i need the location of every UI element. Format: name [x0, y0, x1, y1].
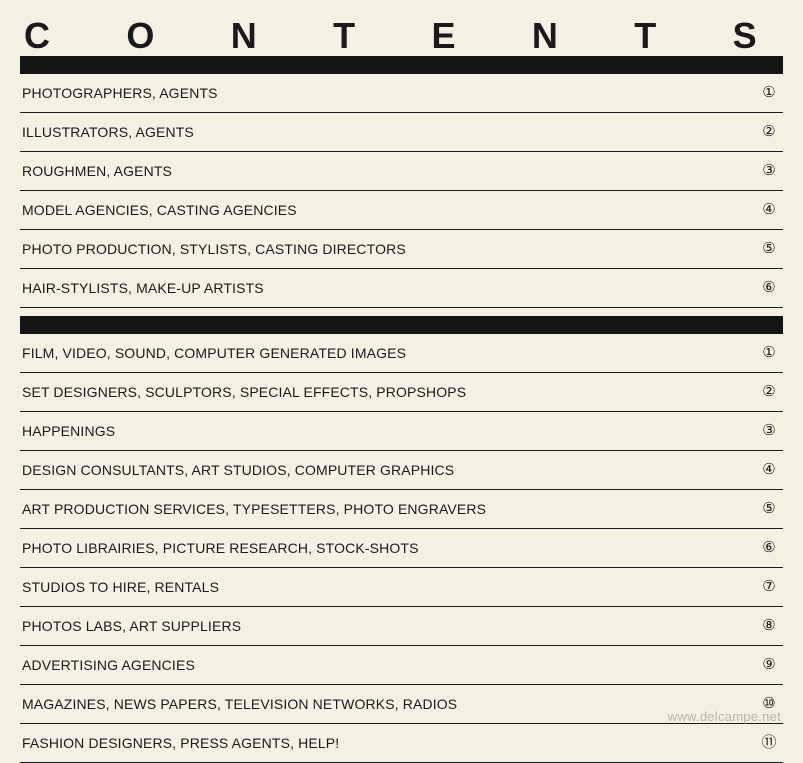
title-letter: T: [634, 18, 678, 54]
toc-row-number: ①: [759, 343, 779, 363]
toc-row-number: ⑦: [759, 577, 779, 597]
toc-row: PHOTOGRAPHERS, AGENTS ①: [20, 74, 783, 113]
toc-row: SET DESIGNERS, SCULPTORS, SPECIAL EFFECT…: [20, 373, 783, 412]
title-letter: N: [231, 18, 279, 54]
toc-row: ROUGHMEN, AGENTS ③: [20, 152, 783, 191]
section-1: PHOTOGRAPHERS, AGENTS ① ILLUSTRATORS, AGEN…: [20, 74, 783, 308]
toc-row-label: FASHION DESIGNERS, PRESS AGENTS, HELP!: [22, 735, 339, 751]
toc-row-label: MAGAZINES, NEWS PAPERS, TELEVISION NETWO…: [22, 696, 457, 712]
toc-row-number: ⑥: [759, 278, 779, 298]
toc-row-label: PHOTO PRODUCTION, STYLISTS, CASTING DIRE…: [22, 241, 406, 257]
toc-row-number: ⑪: [759, 733, 779, 753]
toc-row-label: HAIR-STYLISTS, MAKE-UP ARTISTS: [22, 280, 264, 296]
section-2: FILM, VIDEO, SOUND, COMPUTER GENERATED I…: [20, 334, 783, 763]
toc-row-label: STUDIOS TO HIRE, RENTALS: [22, 579, 219, 595]
title-letter: O: [126, 18, 176, 54]
section-gap: [20, 308, 783, 316]
toc-row: ART PRODUCTION SERVICES, TYPESETTERS, PH…: [20, 490, 783, 529]
contents-title: C O N T E N T S: [20, 18, 783, 56]
toc-row-number: ④: [759, 200, 779, 220]
toc-row: MODEL AGENCIES, CASTING AGENCIES ④: [20, 191, 783, 230]
toc-row: HAIR-STYLISTS, MAKE-UP ARTISTS ⑥: [20, 269, 783, 308]
toc-row-label: MODEL AGENCIES, CASTING AGENCIES: [22, 202, 297, 218]
toc-row-label: ADVERTISING AGENCIES: [22, 657, 195, 673]
toc-row: STUDIOS TO HIRE, RENTALS ⑦: [20, 568, 783, 607]
toc-row-label: HAPPENINGS: [22, 423, 115, 439]
divider-bar: [20, 56, 783, 74]
toc-row-number: ⑤: [759, 239, 779, 259]
toc-row: PHOTO LIBRAIRIES, PICTURE RESEARCH, STOC…: [20, 529, 783, 568]
toc-row: ILLUSTRATORS, AGENTS ②: [20, 113, 783, 152]
toc-row-number: ⑥: [759, 538, 779, 558]
toc-row-number: ⑧: [759, 616, 779, 636]
toc-row-number: ⑤: [759, 499, 779, 519]
divider-bar: [20, 316, 783, 334]
toc-row-number: ⑨: [759, 655, 779, 675]
toc-row-label: ROUGHMEN, AGENTS: [22, 163, 172, 179]
toc-row-label: PHOTO LIBRAIRIES, PICTURE RESEARCH, STOC…: [22, 540, 419, 556]
toc-row: ADVERTISING AGENCIES ⑨: [20, 646, 783, 685]
toc-row: FILM, VIDEO, SOUND, COMPUTER GENERATED I…: [20, 334, 783, 373]
toc-row-label: ILLUSTRATORS, AGENTS: [22, 124, 194, 140]
title-letter: N: [532, 18, 580, 54]
toc-row-number: ④: [759, 460, 779, 480]
toc-row-number: ②: [759, 382, 779, 402]
toc-row-number: ①: [759, 83, 779, 103]
title-letter: E: [431, 18, 477, 54]
toc-row: DESIGN CONSULTANTS, ART STUDIOS, COMPUTE…: [20, 451, 783, 490]
toc-row-label: PHOTOS LABS, ART SUPPLIERS: [22, 618, 241, 634]
toc-row-number: ②: [759, 122, 779, 142]
toc-row: HAPPENINGS ③: [20, 412, 783, 451]
title-letter: C: [24, 18, 72, 54]
title-letter: T: [333, 18, 377, 54]
toc-row: PHOTOS LABS, ART SUPPLIERS ⑧: [20, 607, 783, 646]
toc-row-number: ③: [759, 421, 779, 441]
toc-row-number: ③: [759, 161, 779, 181]
title-letter: S: [733, 18, 779, 54]
toc-row-label: SET DESIGNERS, SCULPTORS, SPECIAL EFFECT…: [22, 384, 466, 400]
toc-row-label: ART PRODUCTION SERVICES, TYPESETTERS, PH…: [22, 501, 486, 517]
toc-row: PHOTO PRODUCTION, STYLISTS, CASTING DIRE…: [20, 230, 783, 269]
toc-row-label: PHOTOGRAPHERS, AGENTS: [22, 85, 218, 101]
toc-row-label: FILM, VIDEO, SOUND, COMPUTER GENERATED I…: [22, 345, 406, 361]
watermark-text: www.delcampe.net: [668, 709, 781, 724]
toc-row-label: DESIGN CONSULTANTS, ART STUDIOS, COMPUTE…: [22, 462, 454, 478]
